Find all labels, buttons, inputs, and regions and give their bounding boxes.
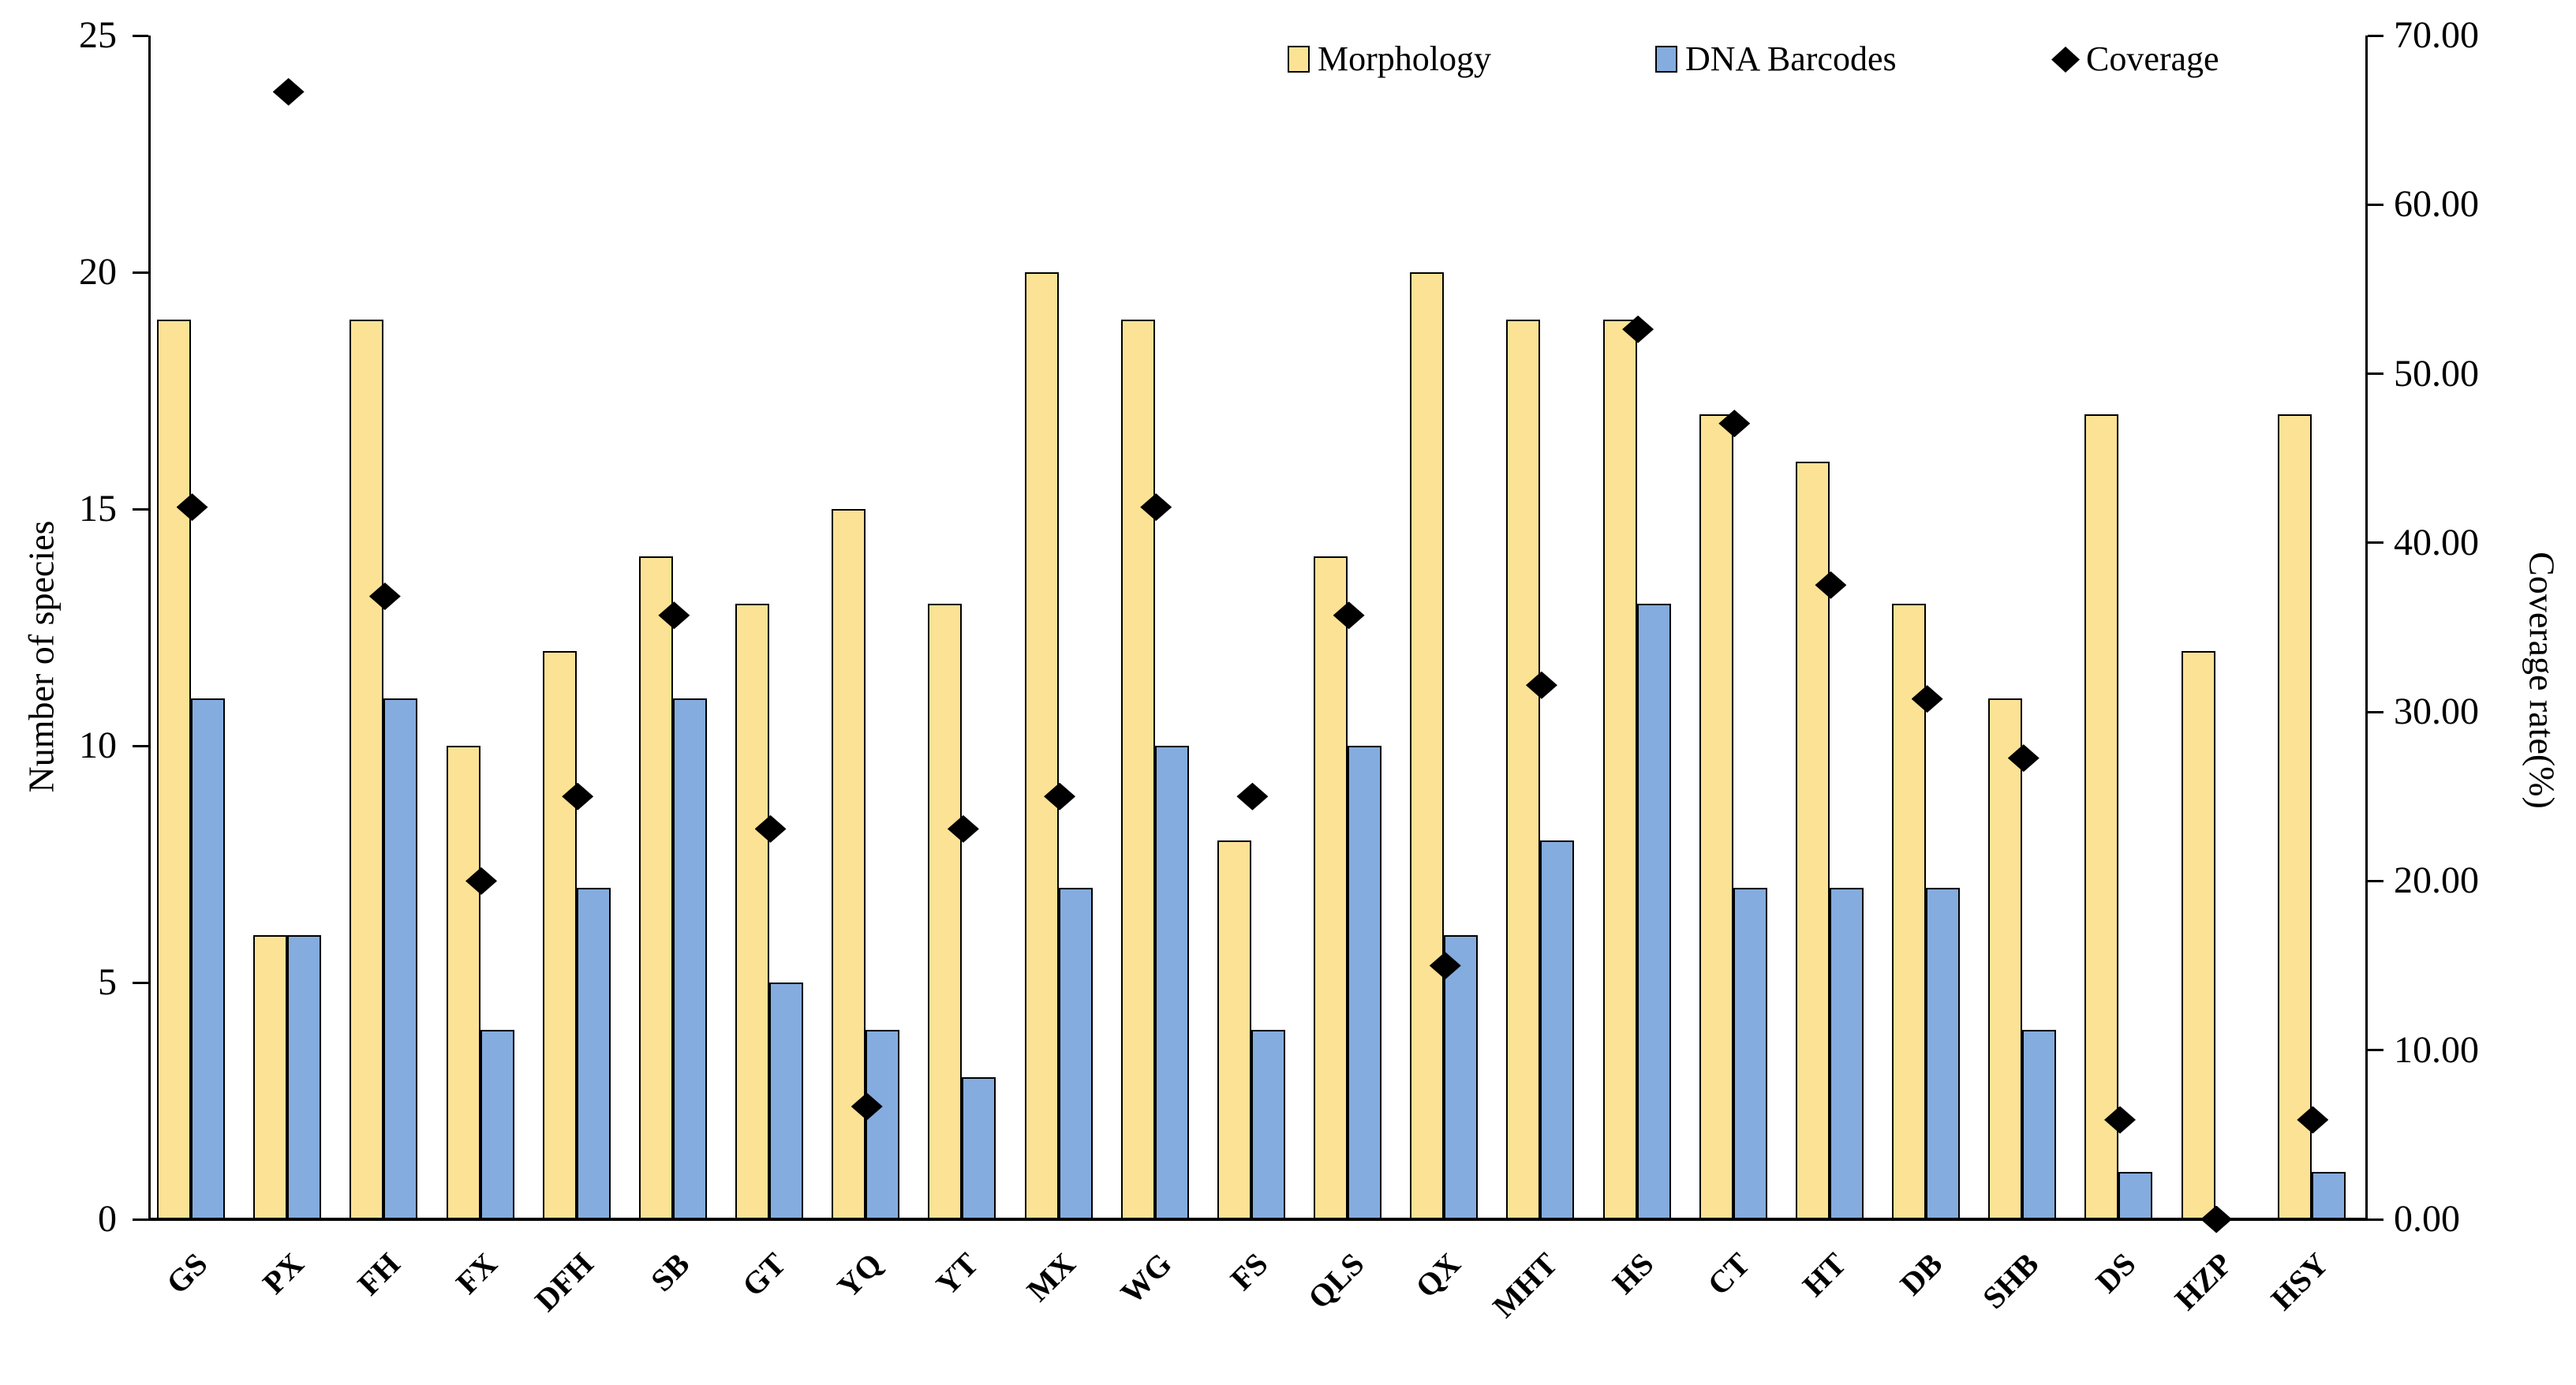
right-axis-tick-0.00 [2368, 1218, 2383, 1221]
bar-morphology-YT [928, 604, 963, 1219]
bar-dna-barcodes-FS [1251, 1030, 1285, 1219]
bar-morphology-PX [253, 935, 288, 1219]
bar-dna-barcodes-GS [191, 698, 225, 1219]
bar-morphology-GT [735, 604, 770, 1219]
combo-chart: Number of species Coverage rate(%) Morph… [21, 14, 2563, 1324]
left-axis-tick-label-5: 5 [98, 961, 117, 1003]
left-axis-tick-10 [133, 744, 148, 747]
right-axis-tick-label-20.00: 20.00 [2394, 859, 2479, 902]
coverage-point-PX [272, 77, 305, 106]
right-axis-line [2365, 36, 2368, 1219]
x-axis-line [148, 1218, 2368, 1221]
legend-item-coverage: Coverage [2051, 37, 2351, 84]
left-axis-tick-label-15: 15 [79, 488, 117, 530]
left-axis-tick-15 [133, 507, 148, 511]
right-axis-tick-70.00 [2368, 34, 2383, 37]
right-axis-tick-label-30.00: 30.00 [2394, 691, 2479, 733]
bar-dna-barcodes-WG [1154, 746, 1189, 1219]
bar-dna-barcodes-FX [480, 1030, 514, 1219]
bar-morphology-FH [350, 320, 384, 1219]
bar-morphology-HZP [2181, 651, 2215, 1219]
bar-morphology-HT [1795, 462, 1830, 1219]
right-axis-tick-label-10.00: 10.00 [2394, 1028, 2479, 1071]
bar-morphology-WG [1120, 320, 1155, 1219]
coverage-point-FS [1236, 782, 1269, 810]
right-axis-title: Coverage rate(%) [2522, 552, 2563, 809]
right-axis-tick-label-40.00: 40.00 [2394, 521, 2479, 563]
bar-morphology-QLS [1314, 556, 1348, 1219]
bar-dna-barcodes-MX [1058, 888, 1093, 1219]
right-axis-tick-label-0.00: 0.00 [2394, 1198, 2460, 1240]
bar-morphology-SB [638, 556, 673, 1219]
legend-item-morphology: Morphology [1288, 37, 1619, 84]
bar-morphology-CT [1699, 414, 1733, 1219]
left-axis-line [148, 36, 151, 1219]
bar-dna-barcodes-FH [383, 698, 418, 1219]
bar-morphology-DS [2084, 414, 2119, 1219]
left-axis-tick-label-10: 10 [79, 724, 117, 766]
bar-dna-barcodes-YT [962, 1077, 996, 1219]
right-axis-tick-10.00 [2368, 1049, 2383, 1052]
legend-item-dna-barcodes: DNA Barcodes [1655, 37, 2018, 84]
left-axis-tick-25 [133, 34, 148, 37]
bar-dna-barcodes-QLS [1348, 746, 1382, 1219]
right-axis-tick-label-70.00: 70.00 [2394, 14, 2479, 56]
bar-morphology-MX [1024, 272, 1059, 1219]
bar-dna-barcodes-CT [1733, 888, 1767, 1219]
bar-morphology-FX [446, 746, 480, 1219]
bar-dna-barcodes-DFH [576, 888, 611, 1219]
bar-morphology-HS [1602, 320, 1637, 1219]
left-axis-tick-label-0: 0 [98, 1198, 117, 1240]
left-axis-tick-5 [133, 981, 148, 984]
right-axis-tick-20.00 [2368, 879, 2383, 882]
right-axis-tick-30.00 [2368, 710, 2383, 713]
bar-dna-barcodes-SB [672, 698, 707, 1219]
bar-dna-barcodes-DB [1926, 888, 1961, 1219]
bar-dna-barcodes-PX [287, 935, 322, 1219]
right-axis-tick-label-50.00: 50.00 [2394, 352, 2479, 395]
legend-label-morphology: Morphology [1318, 39, 1491, 78]
bar-dna-barcodes-YQ [866, 1030, 900, 1219]
bar-morphology-DFH [542, 651, 577, 1219]
bar-dna-barcodes-GT [769, 983, 804, 1219]
bar-dna-barcodes-MHT [1540, 840, 1575, 1219]
legend-label-dna-barcodes: DNA Barcodes [1685, 39, 1897, 78]
right-axis-tick-60.00 [2368, 203, 2383, 206]
bar-morphology-SHB [1988, 698, 2023, 1219]
bar-dna-barcodes-SHB [2022, 1030, 2057, 1219]
coverage-diamond-icon [2051, 47, 2080, 73]
morphology-swatch-icon [1288, 46, 1310, 73]
bar-morphology-HSY [2277, 414, 2312, 1219]
bar-dna-barcodes-DS [2118, 1172, 2153, 1219]
bar-morphology-GS [157, 320, 191, 1219]
left-axis-tick-label-20: 20 [79, 251, 117, 293]
bar-dna-barcodes-HT [1829, 888, 1864, 1219]
left-axis-tick-label-25: 25 [79, 14, 117, 56]
right-axis-tick-50.00 [2368, 372, 2383, 376]
bar-morphology-MHT [1506, 320, 1541, 1219]
right-axis-tick-40.00 [2368, 541, 2383, 545]
bar-dna-barcodes-HSY [2311, 1172, 2346, 1219]
dna-barcodes-swatch-icon [1655, 46, 1677, 73]
right-axis-tick-label-60.00: 60.00 [2394, 183, 2479, 226]
left-axis-tick-20 [133, 271, 148, 274]
bar-morphology-QX [1410, 272, 1445, 1219]
left-axis-tick-0 [133, 1218, 148, 1221]
bar-dna-barcodes-HS [1636, 604, 1671, 1219]
legend-label-coverage: Coverage [2086, 39, 2219, 78]
bar-morphology-FS [1217, 840, 1251, 1219]
bar-dna-barcodes-QX [1444, 935, 1479, 1219]
